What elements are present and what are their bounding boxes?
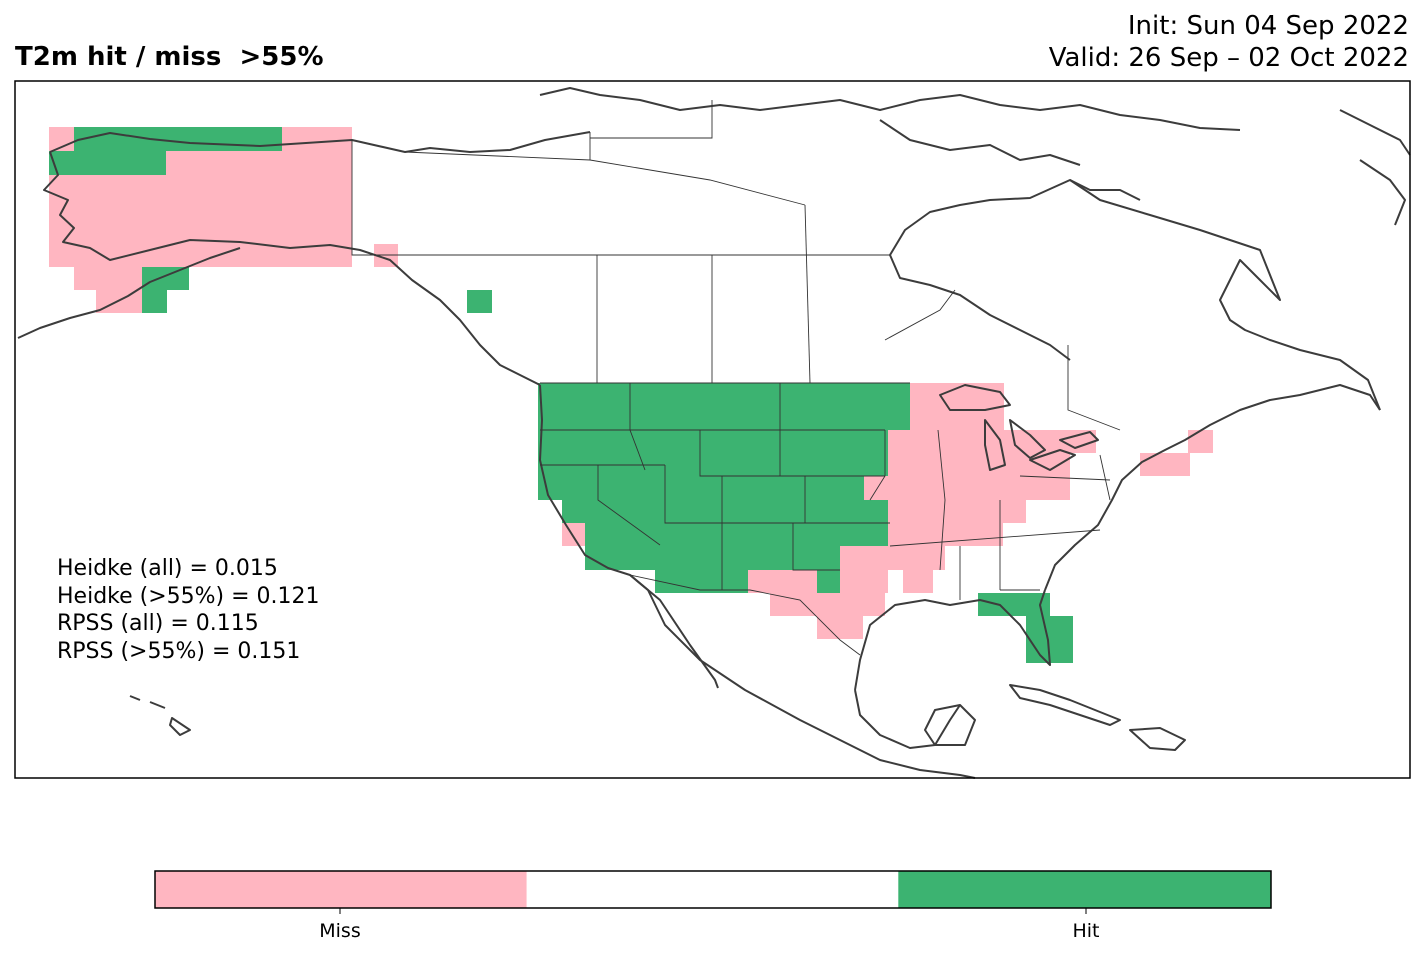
colorbar-hit-segment [898,871,1271,908]
hit-cell [538,383,910,500]
hit-cell [655,570,748,593]
miss-cell [864,476,888,500]
miss-cell [748,570,817,593]
hit-cell [585,523,888,546]
rpss-all: RPSS (all) = 0.115 [57,611,259,636]
heidke-55: Heidke (>55%) = 0.121 [57,583,320,609]
hit-cell [978,593,1050,616]
colorbar-frame [154,870,1272,909]
miss-cell [562,523,585,546]
skill-scores: Heidke (all) = 0.015 Heidke (>55%) = 0.1… [57,555,320,665]
miss-cell [903,570,933,593]
hit-cell [562,500,888,523]
hit-cell [142,267,189,290]
hit-cell [467,290,492,313]
heidke-all: Heidke (all) = 0.015 [57,556,278,581]
miss-cell [1140,453,1190,476]
hit-cell [142,290,167,313]
colorbar-miss-segment [155,871,527,908]
forecast-dates: Init: Sun 04 Sep 2022 Valid: 26 Sep – 02… [1049,10,1409,74]
hit-cell [585,546,840,570]
colorbar [154,870,1272,914]
political-boundaries [351,100,1121,656]
valid-period: Valid: 26 Sep – 02 Oct 2022 [1048,43,1409,73]
hit-cell [74,127,282,151]
miss-cell [888,500,1026,523]
colorbar-label-hit: Hit [1072,920,1100,942]
miss-cell [910,383,1004,430]
map-title: T2m hit / miss >55% [15,42,324,72]
miss-cell [74,267,164,290]
map-frame [14,80,1411,779]
hit-miss-cells [49,127,1213,663]
miss-cell [1188,430,1213,453]
coastlines [17,87,1411,779]
miss-cell [840,546,945,570]
miss-cell [888,430,1070,500]
miss-cell [840,570,888,593]
miss-cell [770,593,885,616]
hit-cell [817,570,840,593]
colorbar-neutral-segment [526,871,899,908]
rpss-55: RPSS (>55%) = 0.151 [57,638,301,664]
miss-cell [817,616,863,639]
init-date: Init: Sun 04 Sep 2022 [1127,11,1409,41]
miss-cell [888,523,1003,546]
colorbar-label-miss: Miss [319,920,361,942]
hit-cell [49,151,166,175]
